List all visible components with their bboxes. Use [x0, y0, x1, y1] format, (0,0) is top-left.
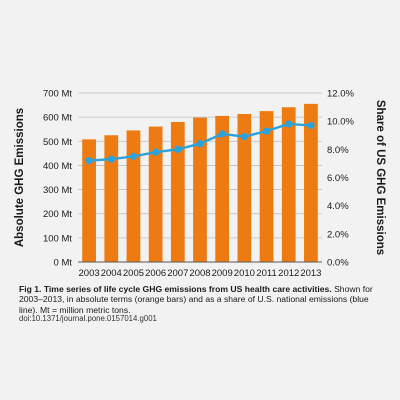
x-tick-label: 2012 — [278, 268, 299, 279]
bar — [281, 107, 296, 262]
bar — [82, 139, 96, 262]
x-tick-label: 2010 — [234, 268, 255, 279]
bar — [237, 114, 252, 262]
left-tick-label: 400 Mt — [43, 161, 72, 172]
left-tick-label: 600 Mt — [43, 113, 72, 124]
x-tick-label: 2004 — [101, 268, 122, 279]
figure-caption: Fig 1. Time series of life cycle GHG emi… — [19, 284, 381, 315]
caption-title: Fig 1. Time series of life cycle GHG emi… — [19, 284, 332, 294]
line-point — [240, 133, 248, 141]
line-point — [218, 130, 226, 138]
left-tick-label: 500 Mt — [43, 137, 72, 148]
bar — [170, 121, 185, 262]
line-point — [307, 121, 315, 129]
line-point — [196, 140, 204, 148]
x-tick-label: 2007 — [167, 268, 188, 279]
left-tick-label: 200 Mt — [43, 209, 72, 220]
bar — [304, 103, 318, 262]
line-point — [174, 145, 182, 153]
bar — [148, 126, 163, 263]
left-tick-label: 300 Mt — [43, 185, 72, 196]
line-point — [107, 155, 115, 163]
bar — [193, 117, 207, 262]
x-tick-label: 2006 — [145, 268, 166, 279]
y-axis-title-right: Share of US GHG Emissions — [374, 100, 386, 255]
caption-text: Shown for 2003–2013, in absolute terms (… — [19, 284, 373, 315]
x-tick-label: 2005 — [123, 268, 144, 279]
x-tick-label: 2011 — [256, 268, 276, 279]
right-tick-label: 4.0% — [327, 201, 349, 212]
right-tick-label: 0.0% — [327, 258, 349, 269]
line-point — [85, 157, 93, 165]
doi-text: doi:10.1371/journal.pone.0157014.g001 — [19, 314, 157, 323]
line-point — [152, 148, 160, 156]
bar — [104, 135, 119, 262]
right-tick-label: 6.0% — [327, 173, 349, 184]
left-tick-label: 0 Mt — [54, 258, 73, 269]
x-tick-label: 2013 — [300, 268, 321, 279]
line-point — [262, 127, 271, 135]
left-tick-label: 700 Mt — [43, 89, 72, 100]
bar — [259, 111, 274, 262]
x-tick-label: 2009 — [212, 268, 233, 279]
x-tick-label: 2003 — [79, 268, 100, 279]
line-point — [129, 152, 138, 160]
x-tick-label: 2008 — [189, 268, 210, 279]
right-tick-label: 10.0% — [327, 117, 354, 128]
right-tick-label: 8.0% — [327, 145, 349, 156]
left-tick-label: 100 Mt — [43, 233, 72, 244]
bar — [215, 115, 230, 262]
bar — [126, 130, 141, 262]
y-axis-title-left: Absolute GHG Emissions — [14, 108, 26, 247]
right-tick-label: 12.0% — [327, 89, 354, 100]
right-tick-label: 2.0% — [327, 229, 349, 240]
line-point — [285, 120, 293, 128]
